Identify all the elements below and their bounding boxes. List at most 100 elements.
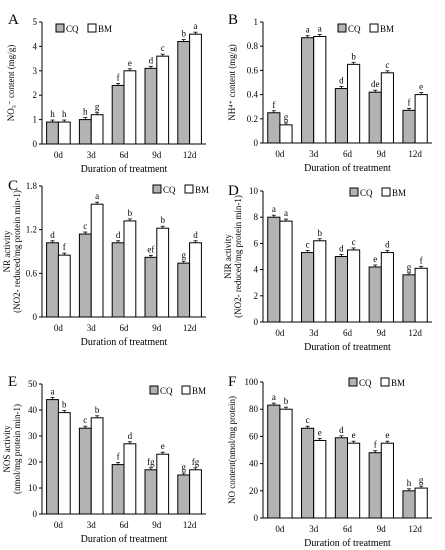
bar-bm [189,242,202,318]
significance-letter: a [50,387,54,397]
x-tick-label: 12d [183,323,197,333]
y-tick-label: 6 [254,238,259,248]
significance-letter: b [351,51,356,61]
significance-letter: f [408,97,411,107]
significance-letter: d [149,55,154,65]
significance-letter: h [62,109,67,119]
bar-cq [78,119,92,145]
x-tick-label: 3d [87,520,97,530]
legend-label-bm: BM [392,188,406,198]
x-tick-label: 9d [152,323,162,333]
bar-bm [90,114,104,145]
significance-letter: fg [147,457,155,467]
y-tick-label: 80 [249,404,259,414]
x-axis-label: Duration of treatment [81,337,168,348]
significance-letter: b [62,400,67,410]
chart-panel-e: 01020304050ab0dcb3dfd6dfge9dgfg12dDurati… [2,374,206,545]
y-axis-label: NIR activity [223,234,233,279]
y-tick-label: 0 [33,509,38,519]
x-tick-label: 9d [377,149,387,159]
bar-cq [334,256,349,323]
significance-letter: f [117,72,120,82]
significance-letter: a [272,392,276,402]
significance-letter: e [373,254,377,264]
bar-cq [177,474,191,515]
bar-cq [46,121,59,145]
bar-cq [267,404,281,519]
bar-cq [334,437,349,519]
significance-letter: f [374,440,377,450]
significance-letter: e [352,430,356,440]
significance-letter: a [272,204,276,214]
legend-label-bm: BM [192,386,206,396]
significance-letter: d [339,76,344,86]
panel-letter: B [228,12,238,28]
bar-bm [380,442,394,519]
panel-letter: D [228,183,239,199]
bar-bm [347,442,361,519]
legend-swatch-cq [348,377,358,387]
bar-bm [156,453,170,515]
bar-bm [57,121,71,145]
chart-panel-c: 00.61.21.8df0dca3ddb6defb9dgd12dDuration… [2,178,209,348]
y-axis-label-units: (nmol/mg protein min-1) [12,404,22,494]
legend-label-cq: CQ [360,188,373,198]
significance-letter: f [63,242,66,252]
significance-letter: e [419,82,423,92]
y-tick-label: 0 [33,312,38,322]
y-tick-label: 0 [254,513,259,523]
y-axis-label: NR activity [2,230,12,272]
y-tick-label: 1 [254,17,259,27]
bar-cq [46,399,59,515]
y-tick-label: 3 [33,66,38,76]
bar-cq [402,109,416,144]
bar-bm [279,220,293,323]
x-tick-label: 6d [343,149,353,159]
y-tick-label: 10 [28,483,38,493]
legend-label-cq: CQ [66,24,79,34]
bar-cq [301,252,315,323]
bar-bm [414,267,428,323]
x-tick-label: 6d [120,520,130,530]
bar-cq [402,490,416,519]
bar-bm [123,443,137,515]
x-tick-label: 6d [120,150,130,160]
bar-bm [414,487,428,519]
bar-cq [111,464,125,515]
x-tick-label: 3d [87,323,97,333]
x-tick-label: 0d [275,328,285,338]
y-tick-label: 2 [254,291,259,301]
significance-letter: h [50,109,55,119]
significance-letter: f [420,255,423,265]
legend-swatch-bm [184,184,194,194]
legend-swatch-cq [55,23,65,33]
significance-letter: f [272,100,275,110]
significance-letter: g [419,475,424,485]
bar-bm [90,203,104,318]
y-axis-label: NH⁴⁺ content (mg/g) [227,44,237,120]
significance-letter: h [83,107,88,117]
y-tick-label: 20 [28,457,38,467]
significance-letter: g [181,462,186,472]
panel-letter: F [228,374,236,390]
y-tick-label: 1.2 [26,225,37,235]
bar-bm [156,55,170,145]
x-tick-label: 0d [275,149,285,159]
y-tick-label: 60 [249,431,259,441]
bar-bm [189,33,202,145]
y-tick-label: 10 [249,186,259,196]
y-tick-label: 0.6 [247,65,259,75]
significance-letter: a [95,191,99,201]
y-tick-label: 0 [254,138,259,148]
legend-swatch-bm [381,187,391,197]
x-tick-label: 3d [87,150,97,160]
bar-cq [402,274,416,323]
significance-letter: e [128,58,132,68]
x-tick-label: 0d [54,323,64,333]
x-tick-label: 12d [183,150,197,160]
significance-letter: h [407,478,412,488]
x-tick-label: 3d [309,524,319,534]
